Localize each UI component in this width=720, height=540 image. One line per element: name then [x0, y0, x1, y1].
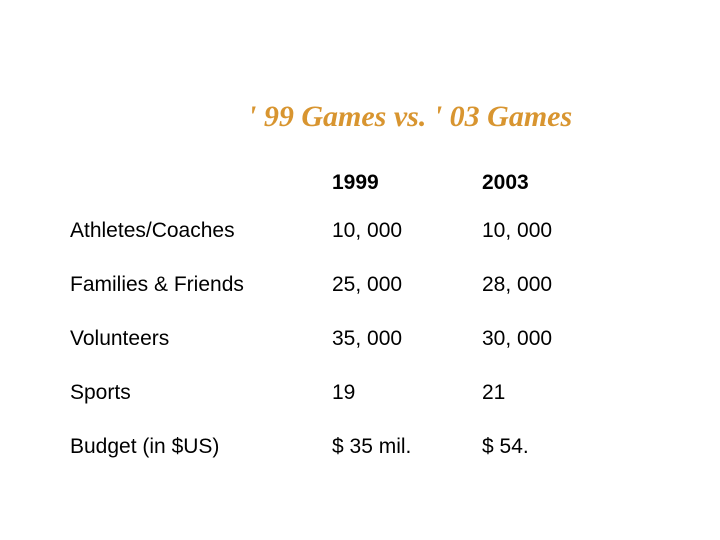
header-1999: 1999: [332, 162, 482, 204]
row-value-1999: 25, 000: [332, 258, 482, 312]
row-value-1999: 19: [332, 366, 482, 420]
header-2003: 2003: [482, 162, 630, 204]
row-label: Athletes/Coaches: [70, 204, 332, 258]
row-label: Volunteers: [70, 312, 332, 366]
row-value-2003: 21: [482, 366, 630, 420]
table-row: Families & Friends 25, 000 28, 000: [70, 258, 630, 312]
header-empty: [70, 162, 332, 204]
row-label: Budget (in $US): [70, 420, 332, 474]
row-value-2003: 10, 000: [482, 204, 630, 258]
row-value-2003: 30, 000: [482, 312, 630, 366]
table-header-row: 1999 2003: [70, 162, 630, 204]
table-row: Athletes/Coaches 10, 000 10, 000: [70, 204, 630, 258]
comparison-table-container: 1999 2003 Athletes/Coaches 10, 000 10, 0…: [70, 162, 630, 474]
row-label: Families & Friends: [70, 258, 332, 312]
row-value-1999: $ 35 mil.: [332, 420, 482, 474]
table-row: Budget (in $US) $ 35 mil. $ 54.: [70, 420, 630, 474]
page-title: ' 99 Games vs. ' 03 Games: [248, 100, 572, 134]
row-value-1999: 10, 000: [332, 204, 482, 258]
row-value-1999: 35, 000: [332, 312, 482, 366]
table-row: Sports 19 21: [70, 366, 630, 420]
row-label: Sports: [70, 366, 332, 420]
table-row: Volunteers 35, 000 30, 000: [70, 312, 630, 366]
row-value-2003: 28, 000: [482, 258, 630, 312]
row-value-2003: $ 54.: [482, 420, 630, 474]
comparison-table: 1999 2003 Athletes/Coaches 10, 000 10, 0…: [70, 162, 630, 474]
